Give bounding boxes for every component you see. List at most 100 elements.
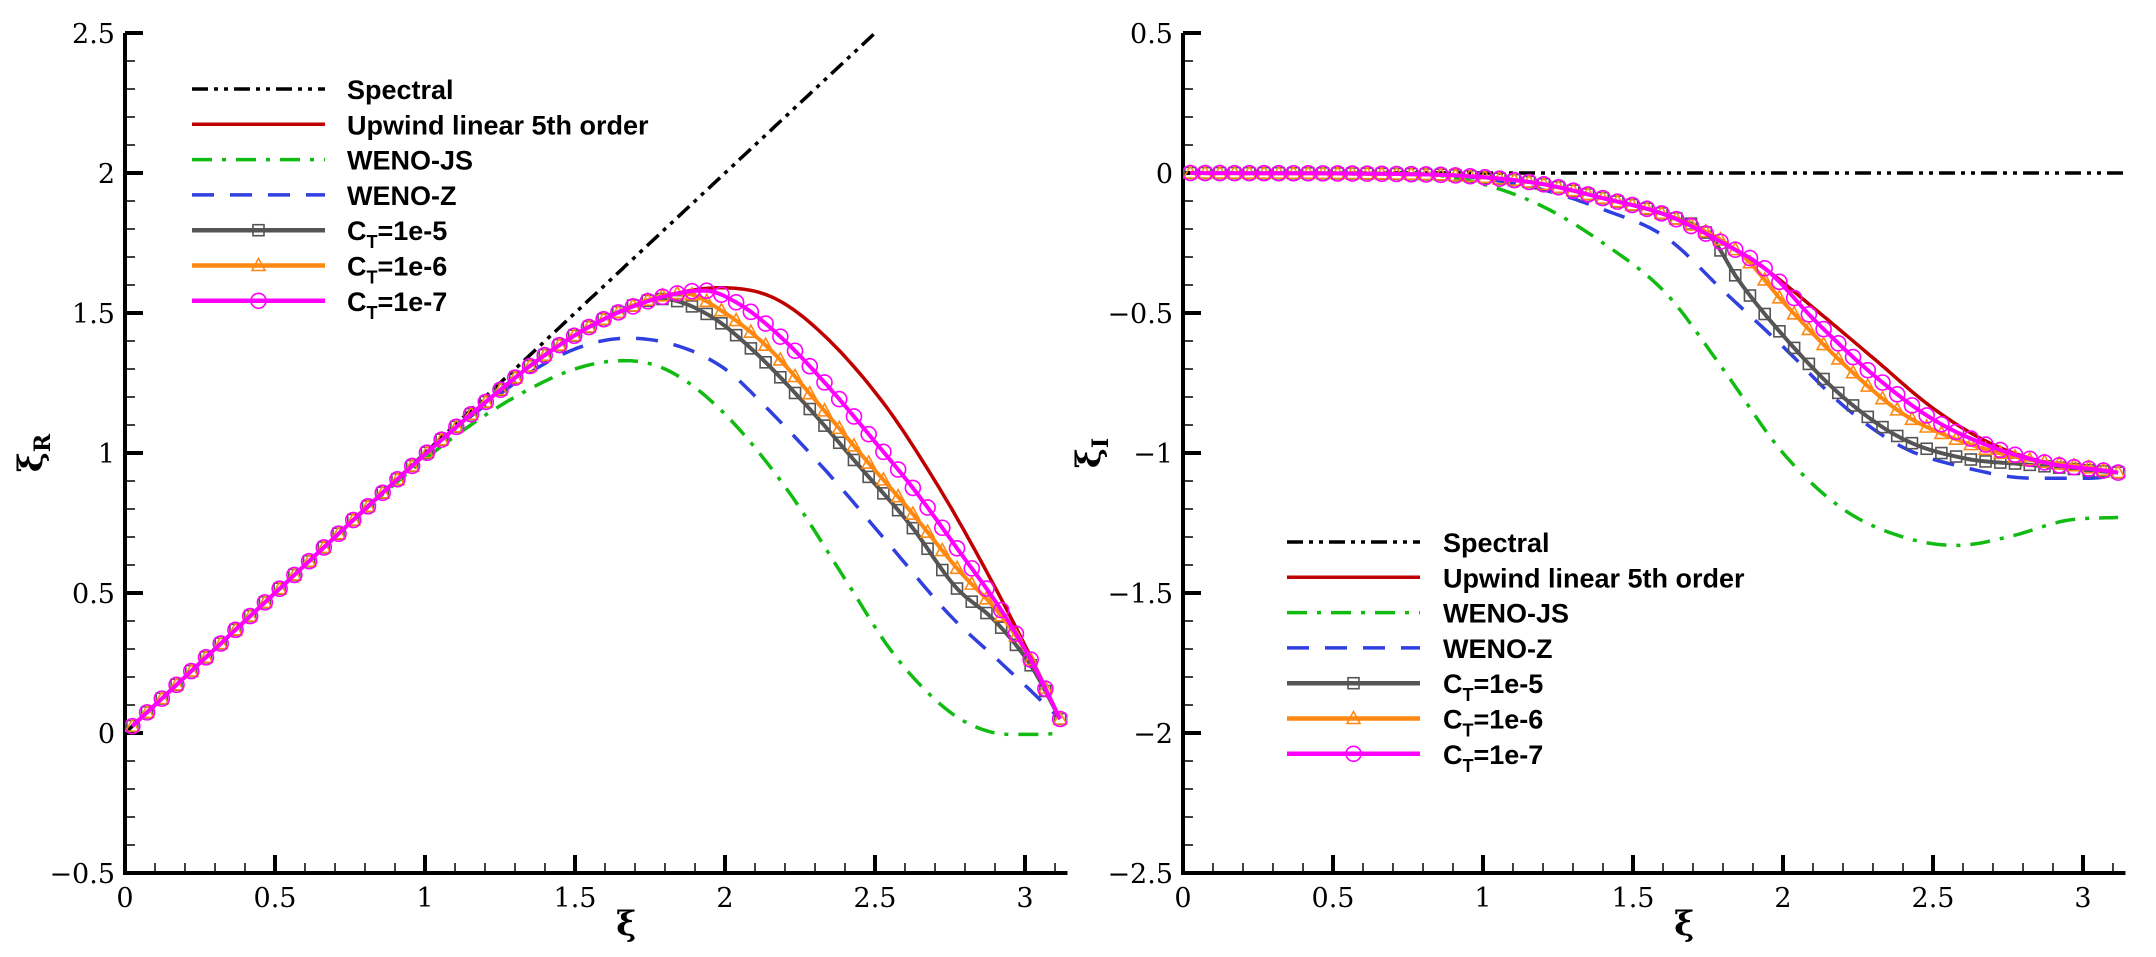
data-point-marker (271, 580, 288, 598)
x-tick-label: 1.5 (1612, 883, 1655, 914)
data-point-marker (624, 298, 642, 315)
data-point-marker (1904, 410, 1920, 426)
series-line-weno-z (131, 336, 1062, 728)
y-axis-title: ξI (1069, 438, 1114, 468)
data-point-marker (1726, 241, 1744, 258)
data-point-marker (818, 419, 831, 432)
data-point-marker (197, 649, 215, 666)
legend-marker-triangle (250, 256, 267, 272)
legend-item-c-t-1e-6: CT=1e-6 (192, 252, 447, 288)
data-point-marker (1859, 377, 1876, 392)
x-tick-label: 2.5 (1912, 883, 1955, 914)
data-point-marker (330, 525, 347, 543)
data-point-marker (934, 519, 951, 537)
data-point-marker (1817, 372, 1830, 386)
data-point-marker (168, 676, 185, 694)
data-point-marker (1918, 407, 1935, 424)
data-point-marker (595, 310, 612, 328)
data-point-marker (389, 470, 406, 488)
x-axis-title: ξ (1674, 904, 1694, 944)
data-point-marker (344, 511, 362, 529)
data-point-marker (227, 621, 244, 639)
legend-label: CT=1e-6 (1443, 705, 1543, 741)
y-tick-label: 2 (98, 159, 115, 190)
data-point-marker (1741, 249, 1759, 267)
data-point-marker (1888, 386, 1906, 403)
data-point-marker (433, 431, 450, 448)
data-point-marker (994, 621, 1008, 634)
data-point-marker (919, 523, 936, 538)
legend-label: WENO-Z (1443, 634, 1552, 664)
data-point-marker (374, 484, 392, 502)
data-point-marker (891, 503, 905, 517)
series-c-t-1e-6 (125, 284, 1068, 732)
data-point-marker (1861, 410, 1875, 424)
data-point-marker (803, 402, 817, 416)
data-point-marker (1832, 386, 1845, 400)
data-point-marker (801, 357, 819, 375)
panel-right-xi-imag: −2.5 −2 −1.5 −1 −0.5 0 0.5 0 0.5 1 1.5 2 2.5 3 ξ ξI Spec… (1069, 19, 2126, 944)
data-point-marker (1771, 289, 1788, 304)
data-point-marker (948, 539, 966, 557)
legend-item-spectral: Spectral (192, 75, 454, 105)
data-point-marker (418, 444, 436, 462)
y-tick-label: 0 (98, 719, 115, 750)
data-point-marker (1682, 217, 1700, 235)
data-point-marker (1949, 450, 1963, 463)
data-point-marker (1743, 289, 1757, 302)
data-point-marker (744, 342, 758, 355)
data-point-marker (846, 437, 862, 452)
x-tick-label: 1.5 (554, 883, 597, 914)
legend-item-c-t-1e-5: CT=1e-5 (1287, 669, 1543, 705)
legend: Spectral Upwind linear 5th order WENO-JS WE… (1287, 528, 1745, 776)
data-point-marker (1815, 335, 1832, 351)
data-point-marker (919, 499, 936, 516)
series-line-c-t-1e-5 (1190, 171, 2119, 475)
data-point-marker (448, 418, 465, 436)
data-point-marker (1979, 455, 1992, 468)
data-point-marker (1859, 361, 1877, 379)
data-point-marker (1800, 306, 1818, 323)
y-tick-label: −2.5 (1107, 859, 1173, 890)
data-point-marker (1022, 651, 1039, 668)
legend-marker-circle (1345, 745, 1362, 763)
data-point-marker (1787, 341, 1801, 355)
data-point-marker (506, 369, 524, 386)
series-line-c-t-1e-5 (130, 296, 1062, 728)
data-point-marker (772, 328, 789, 345)
data-point-marker (315, 539, 333, 556)
data-point-marker (788, 386, 802, 400)
y-tick-label: 1 (98, 439, 115, 470)
data-point-marker (1756, 260, 1773, 277)
series-line-c-t-1e-7 (130, 288, 1062, 728)
data-point-marker (1977, 436, 1994, 453)
series-line-upwind-linear-5th-order (131, 286, 1062, 728)
data-point-marker (1815, 320, 1832, 338)
y-tick-label: 0.5 (1130, 19, 1173, 50)
data-point-marker (1785, 289, 1803, 307)
data-point-marker (1007, 625, 1025, 643)
legend-label: WENO-JS (347, 146, 473, 176)
x-tick-label: 2 (1774, 883, 1791, 914)
data-point-marker (1037, 679, 1054, 695)
data-point-marker (845, 408, 863, 425)
x-tick-label: 0 (116, 883, 133, 914)
data-point-marker (1801, 320, 1817, 336)
y-tick-label: −2 (1133, 719, 1173, 750)
data-point-marker (713, 286, 730, 303)
legend-marker-square (252, 223, 265, 237)
data-point-marker (772, 351, 789, 366)
data-point-marker (921, 542, 934, 556)
data-point-marker (1977, 440, 1994, 456)
data-point-marker (1844, 348, 1862, 366)
data-point-marker (685, 300, 699, 313)
data-point-marker (153, 690, 171, 707)
series-line-weno-js (1190, 171, 2119, 548)
legend-item-c-t-1e-5: CT=1e-5 (192, 216, 447, 252)
legend-marker-circle (250, 292, 267, 310)
data-point-marker (580, 318, 598, 336)
data-point-marker (1935, 446, 1948, 460)
plot-area (125, 33, 1068, 737)
data-point-marker (1903, 397, 1921, 414)
data-point-marker (477, 393, 495, 411)
